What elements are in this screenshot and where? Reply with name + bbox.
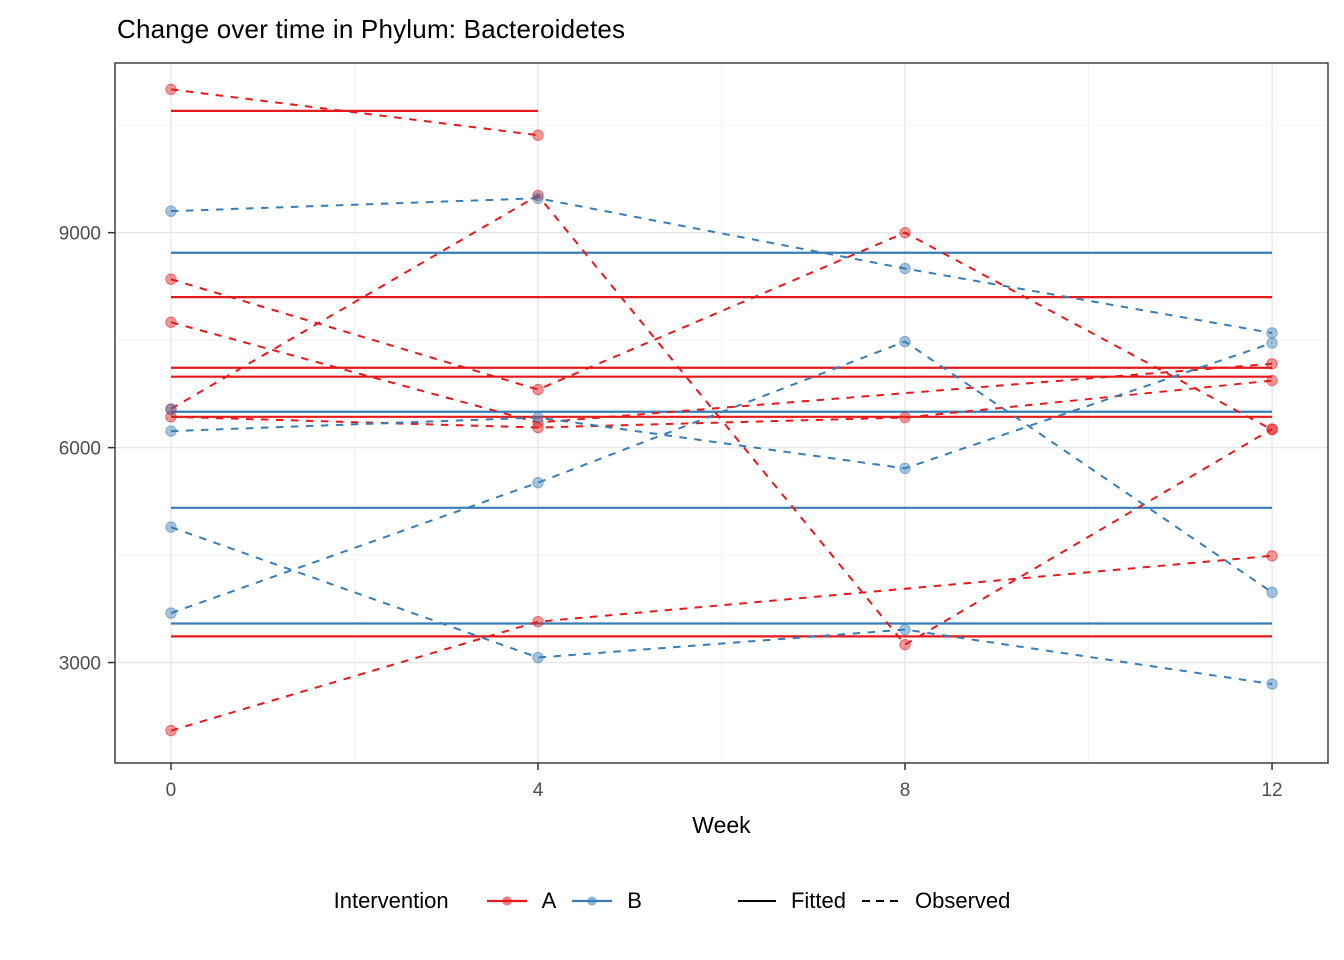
data-point-a — [532, 421, 544, 434]
observed-line-b — [170, 526, 1273, 686]
data-point-a — [165, 273, 177, 285]
legend-item-fitted: Fitted — [736, 888, 846, 914]
data-point-a — [165, 83, 177, 96]
data-point-b — [532, 477, 544, 489]
data-point-a — [899, 411, 911, 424]
observed-line-b — [170, 340, 1273, 615]
data-point-b — [899, 335, 911, 348]
observed-line-a — [170, 194, 1273, 646]
legend-label-a: A — [541, 888, 557, 913]
legend-key-a-icon — [486, 896, 527, 906]
data-point-a — [165, 724, 177, 737]
plot-area: 3000 6000 9000 0 4 8 12 — [59, 62, 1329, 801]
y-tick-label: 3000 — [59, 654, 101, 675]
panel-border — [114, 62, 1329, 764]
observed-line-b — [170, 197, 1273, 334]
data-point-a — [165, 316, 177, 328]
x-tick-label: 12 — [1261, 780, 1282, 801]
data-point-b — [1266, 678, 1278, 690]
data-point-b — [1266, 337, 1278, 349]
x-tick-label: 4 — [533, 780, 544, 801]
data-point-a — [532, 129, 544, 141]
data-point-b — [532, 651, 544, 664]
data-point-a — [532, 383, 544, 396]
observed-line-b — [170, 342, 1273, 470]
chart-title: Change over time in Phylum: Bacteroidete… — [117, 14, 626, 44]
data-point-a — [899, 638, 911, 651]
data-point-a — [532, 189, 544, 202]
data-point-a — [1266, 423, 1278, 435]
x-tick-label: 8 — [900, 780, 911, 801]
legend-key-observed-icon — [861, 900, 900, 902]
observed-line-a — [170, 379, 1273, 429]
legend-item-observed: Observed — [860, 888, 1010, 914]
data-point-b — [165, 403, 177, 416]
observed-line-a — [170, 554, 1273, 732]
legend-label-observed: Observed — [914, 888, 1011, 913]
data-point-b — [165, 425, 177, 437]
legend-key-b-icon — [572, 896, 613, 906]
data-point-b — [165, 607, 177, 619]
data-point-b — [899, 262, 911, 275]
data-point-b — [1266, 586, 1278, 599]
legend-item-group-b: B — [570, 888, 642, 914]
data-point-a — [1266, 358, 1278, 370]
legend-label-b: B — [627, 888, 642, 913]
x-tick-label: 0 — [166, 780, 177, 801]
legend-key-fitted-icon — [737, 900, 776, 902]
x-axis-label: Week — [692, 812, 751, 838]
legend: Intervention A B Fitted — [0, 888, 1344, 914]
data-point-b — [1266, 327, 1278, 339]
data-point-b — [165, 205, 177, 217]
legend-title: Intervention — [333, 888, 449, 913]
data-point-a — [1266, 374, 1278, 387]
legend-label-fitted: Fitted — [790, 888, 846, 913]
data-point-b — [532, 411, 544, 424]
data-point-b — [899, 462, 911, 475]
legend-item-group-a: A — [485, 888, 557, 914]
data-point-a — [899, 226, 911, 239]
y-tick-label: 9000 — [59, 224, 101, 245]
data-point-b — [165, 521, 177, 533]
data-point-b — [899, 623, 911, 636]
y-tick-label: 6000 — [59, 439, 101, 460]
data-point-a — [1266, 550, 1278, 562]
observed-line-a — [170, 231, 1273, 431]
observed-line-a — [170, 88, 539, 137]
data-point-b — [532, 192, 544, 204]
data-point-a — [532, 616, 544, 628]
